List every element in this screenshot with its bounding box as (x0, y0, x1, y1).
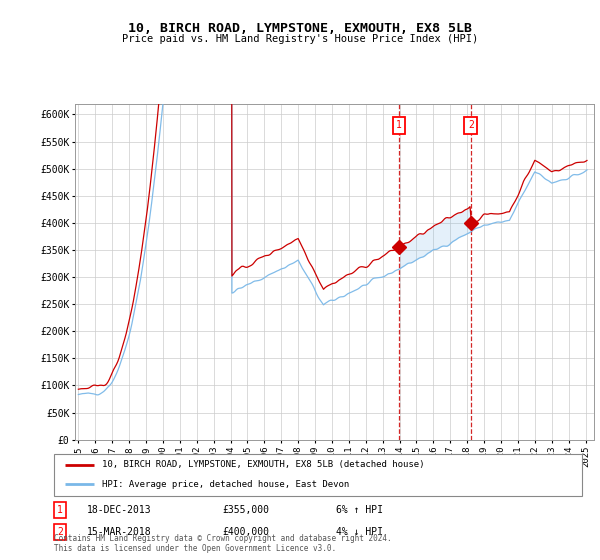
Text: 1: 1 (57, 505, 63, 515)
Text: 1: 1 (396, 120, 402, 130)
Text: £355,000: £355,000 (222, 505, 269, 515)
Text: 4% ↓ HPI: 4% ↓ HPI (336, 527, 383, 537)
Text: 18-DEC-2013: 18-DEC-2013 (87, 505, 152, 515)
Text: Contains HM Land Registry data © Crown copyright and database right 2024.
This d: Contains HM Land Registry data © Crown c… (54, 534, 392, 553)
Text: 2: 2 (468, 120, 473, 130)
Text: Price paid vs. HM Land Registry's House Price Index (HPI): Price paid vs. HM Land Registry's House … (122, 34, 478, 44)
Text: £400,000: £400,000 (222, 527, 269, 537)
Text: 10, BIRCH ROAD, LYMPSTONE, EXMOUTH, EX8 5LB (detached house): 10, BIRCH ROAD, LYMPSTONE, EXMOUTH, EX8 … (101, 460, 424, 469)
Text: 10, BIRCH ROAD, LYMPSTONE, EXMOUTH, EX8 5LB: 10, BIRCH ROAD, LYMPSTONE, EXMOUTH, EX8 … (128, 22, 472, 35)
FancyBboxPatch shape (54, 454, 582, 496)
Text: 2: 2 (57, 527, 63, 537)
Text: HPI: Average price, detached house, East Devon: HPI: Average price, detached house, East… (101, 480, 349, 489)
Text: 15-MAR-2018: 15-MAR-2018 (87, 527, 152, 537)
Text: 6% ↑ HPI: 6% ↑ HPI (336, 505, 383, 515)
